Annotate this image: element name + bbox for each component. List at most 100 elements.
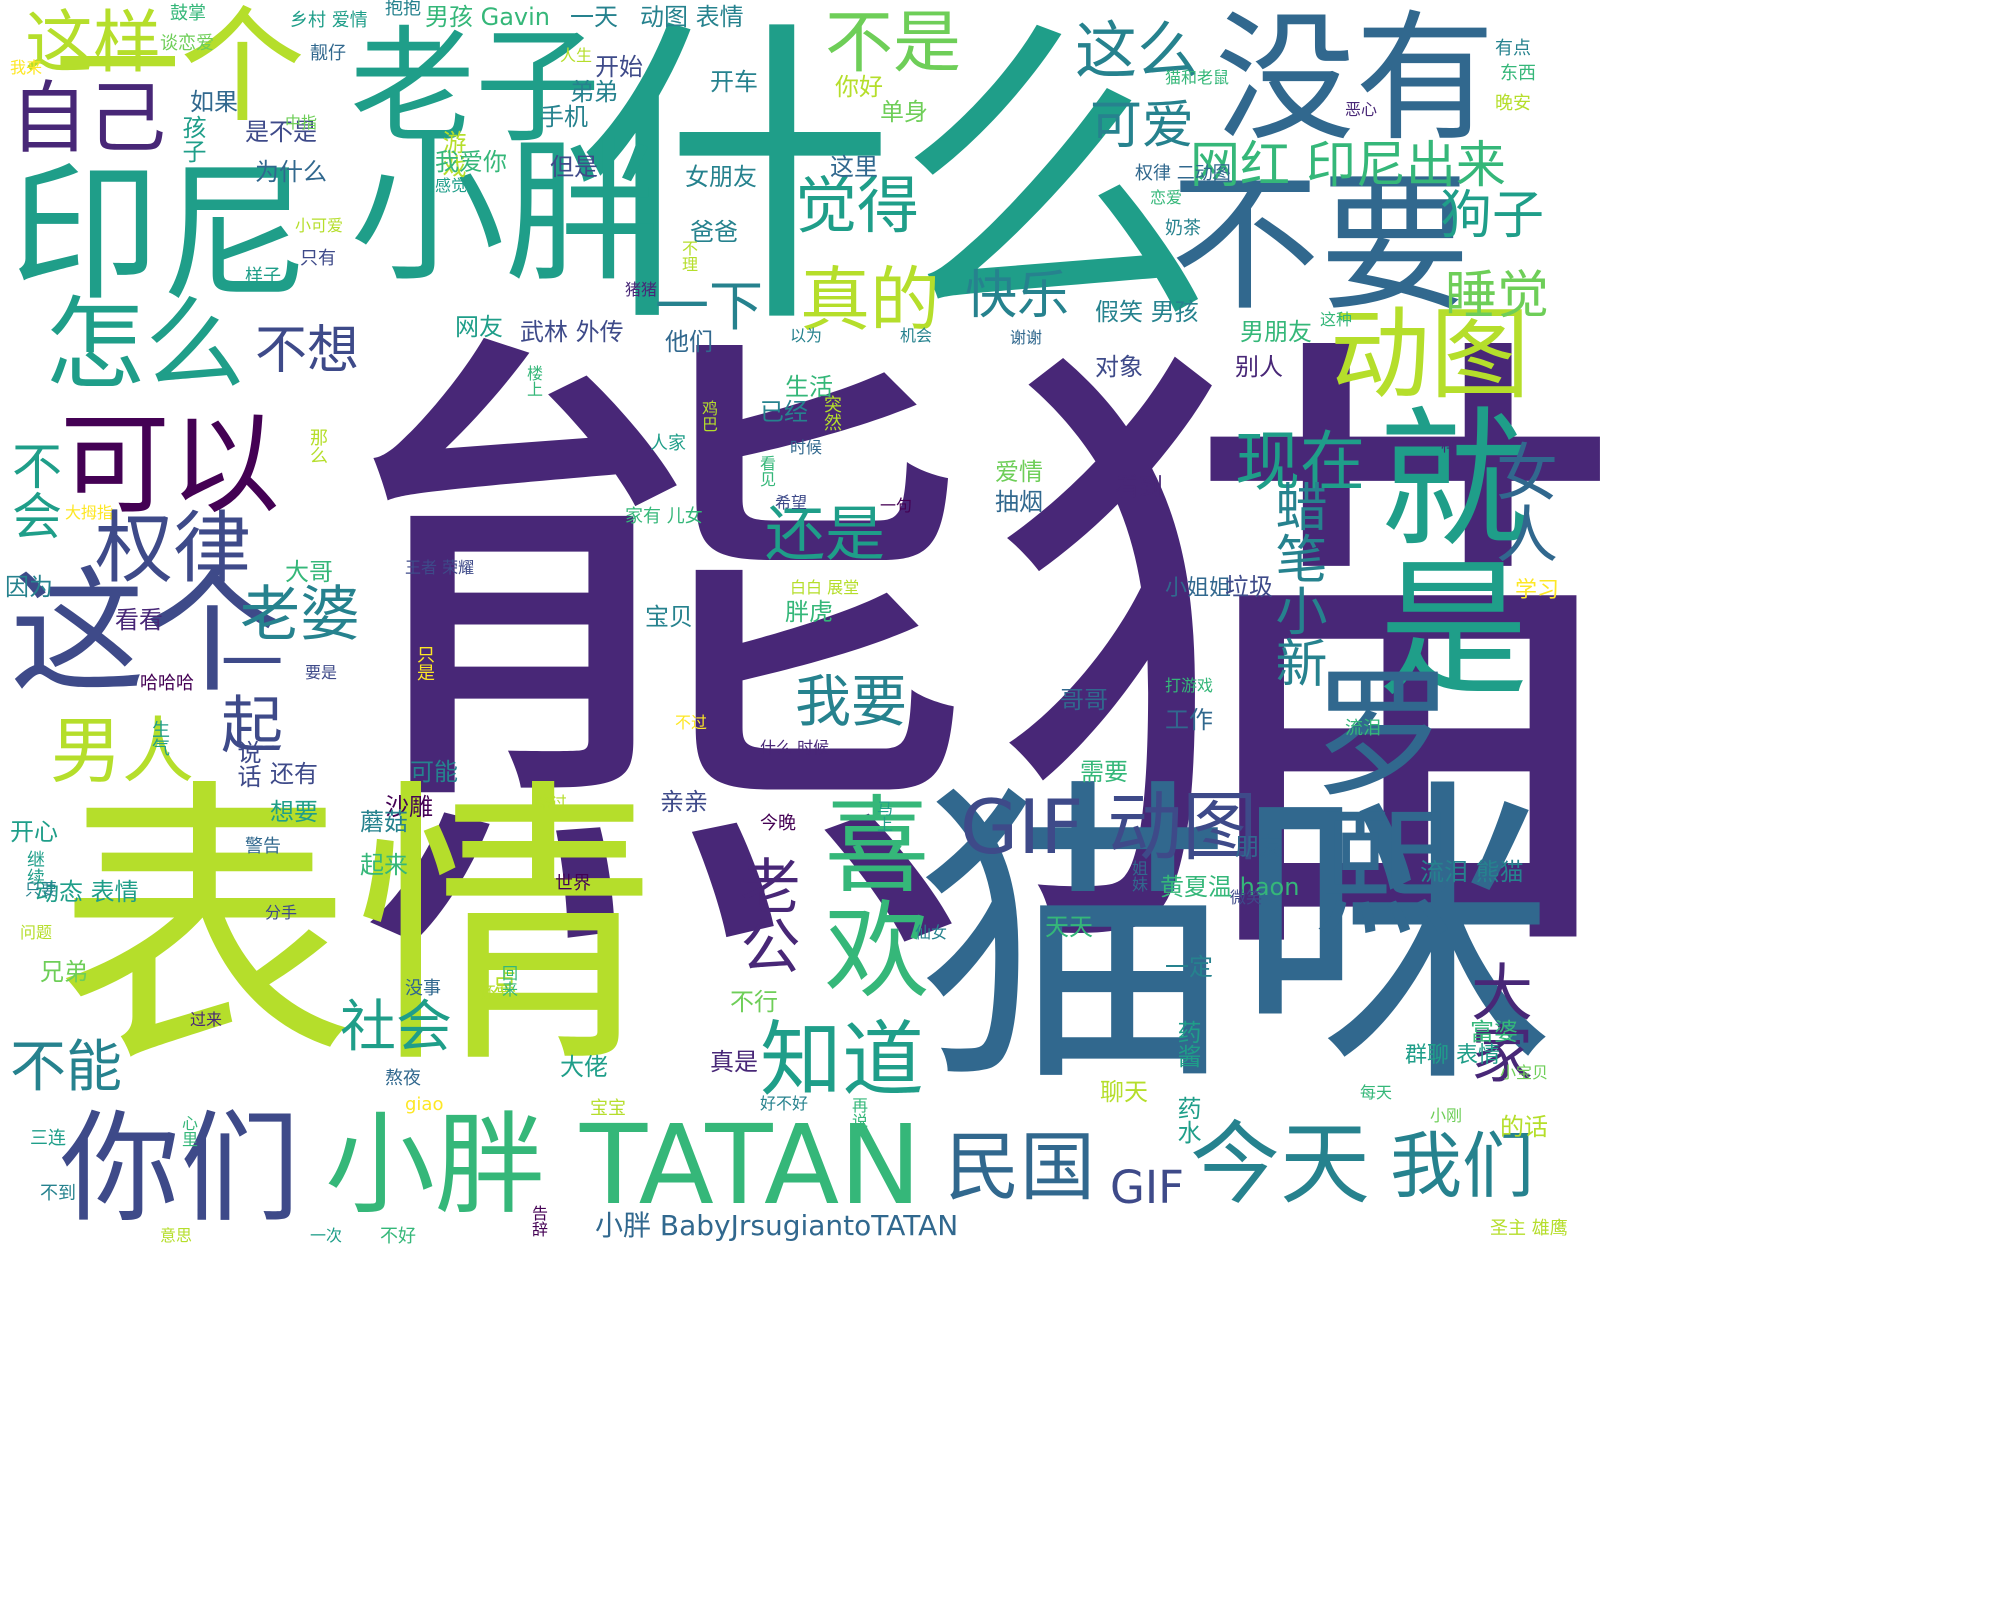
word: 男人 — [50, 709, 195, 793]
word: 男朋友 — [1240, 318, 1312, 346]
word: 谢谢 — [1010, 328, 1043, 347]
word: 不会 — [4, 440, 62, 540]
word: 是不是 — [245, 118, 317, 146]
word: 小姐姐 — [1165, 576, 1232, 601]
word: 说话 — [233, 740, 261, 788]
word: 孩子 — [178, 115, 206, 163]
word: 动图 表情 — [640, 3, 744, 31]
word: 熊猫 — [335, 287, 1635, 1043]
word: 样子 — [245, 266, 281, 287]
word: 宝宝 — [590, 1098, 626, 1119]
word: GIF — [1110, 1161, 1185, 1214]
word: 印尼 — [10, 148, 311, 322]
word: 马上 — [874, 800, 893, 832]
word: 人生 — [560, 46, 593, 65]
word: 还有 — [270, 760, 318, 788]
word: 如果 — [190, 88, 238, 116]
word: 每天 — [1360, 1083, 1393, 1102]
word: 人家 — [650, 433, 686, 454]
word: 白白 展堂 — [790, 578, 860, 597]
word: 一天 — [570, 3, 618, 31]
word: 开心 — [10, 818, 58, 846]
word: 蜡笔小新 — [1266, 480, 1326, 688]
word: 宝贝 — [645, 603, 693, 631]
word: 工作 — [1165, 706, 1213, 734]
word: 小胖 TATAN — [325, 1101, 922, 1229]
word: 手机 — [540, 103, 588, 131]
word: 生活 — [785, 373, 833, 401]
word: 生气 — [149, 720, 170, 756]
word: 为什么 — [255, 158, 327, 186]
word: 鼓掌 — [170, 3, 206, 24]
word: 快乐 — [965, 266, 1070, 326]
word: 恶心 — [1345, 100, 1378, 119]
word: 我来 — [10, 58, 43, 77]
word: 胖虎 — [785, 598, 833, 626]
word: 一句 — [880, 496, 913, 515]
word: 不好 — [380, 1226, 416, 1247]
word: 网友 — [455, 313, 503, 341]
word: 告辞 — [529, 1205, 548, 1237]
word: 晚安 — [1495, 93, 1531, 114]
word: 老婆 — [240, 580, 360, 650]
word: 我爱你 — [435, 148, 507, 176]
word: 意思 — [160, 1226, 193, 1245]
word: 武林 外传 — [520, 318, 624, 346]
word: 想要 — [270, 798, 318, 826]
word: 小胖 — [350, 122, 660, 303]
word: 不要 — [1170, 158, 1471, 332]
word: 警告 — [245, 836, 281, 857]
word: 三连 — [30, 1128, 66, 1149]
word: 民国 — [945, 1123, 1096, 1211]
word: giao — [405, 1094, 444, 1115]
word: 恋爱 — [1150, 188, 1183, 207]
word: 真的 — [800, 259, 940, 341]
word: 猫咪 — [915, 754, 1555, 1126]
word: 一次 — [310, 1226, 343, 1245]
word: 路过 — [535, 793, 568, 812]
word: 不过 — [675, 713, 708, 732]
word: 只是 — [414, 645, 435, 681]
word: 罗熙 — [1289, 660, 1452, 940]
word: 天天 — [1045, 913, 1093, 941]
word: 假笑 男孩 — [1095, 298, 1199, 326]
word: 他们 — [665, 328, 713, 356]
word: 表情 — [55, 755, 655, 1104]
word: 因为 — [5, 573, 53, 601]
word: 流泪 — [1345, 718, 1381, 739]
word: 网红 印尼出来 — [1190, 136, 1506, 194]
word: 的话 — [1500, 1113, 1548, 1141]
word: 但是 — [550, 153, 598, 181]
word: 小可爱 — [295, 216, 344, 235]
word: 什么 — [575, 0, 1215, 366]
word: 家有 儿女 — [625, 506, 703, 527]
word: 朋友 — [1235, 833, 1283, 861]
word: 仙女 — [915, 923, 948, 942]
word: 靓仔 — [310, 43, 346, 64]
word: 沙雕 — [385, 793, 433, 821]
word: 感觉 — [435, 176, 468, 195]
word: 觉得 — [795, 169, 920, 242]
word: 姐妹 — [1129, 860, 1148, 892]
word: 那么 — [307, 428, 328, 464]
word: 可以 — [60, 401, 280, 529]
word: 已经 — [760, 398, 808, 426]
word: 大佬 — [560, 1053, 608, 1081]
word: 这种 — [1320, 310, 1353, 329]
word: 微笑 — [1230, 888, 1263, 907]
word: 什么 时候 — [760, 738, 830, 757]
word: 心里 — [179, 1115, 198, 1147]
word: 看看 — [115, 606, 163, 634]
word: 再说 — [849, 1097, 868, 1129]
word: 怎么 — [45, 286, 245, 403]
word: 乡村 爱情 — [290, 10, 368, 31]
word: 真是 — [710, 1048, 758, 1076]
word: 权律 二动图 — [1135, 163, 1231, 184]
word: 游戏 — [438, 130, 466, 178]
word: 就是 — [1353, 400, 1527, 700]
word: 谈恋爱 — [160, 33, 214, 54]
word: 熬夜 — [385, 1068, 421, 1089]
word: 起来 — [360, 851, 408, 879]
word: 今晚 — [760, 813, 796, 834]
word: 动图 — [1330, 296, 1530, 413]
